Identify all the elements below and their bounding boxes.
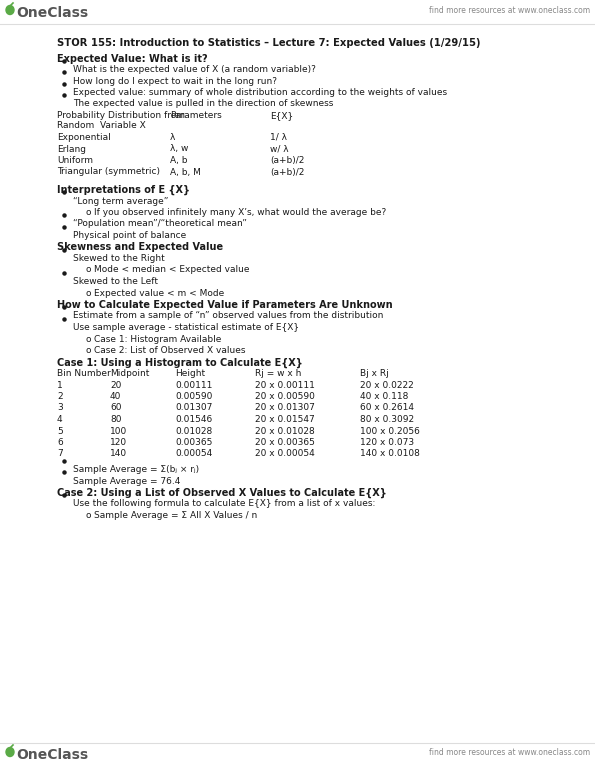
Text: Skewed to the Right: Skewed to the Right	[73, 254, 165, 263]
Text: 4: 4	[57, 415, 62, 424]
Text: 1: 1	[57, 380, 62, 390]
Text: Expected value < m < Mode: Expected value < m < Mode	[94, 289, 224, 297]
Text: 60 x 0.2614: 60 x 0.2614	[360, 403, 414, 413]
Text: 80 x 0.3092: 80 x 0.3092	[360, 415, 414, 424]
Text: λ: λ	[170, 133, 176, 142]
Text: Interpretations of E {X}: Interpretations of E {X}	[57, 185, 190, 196]
Text: What is the expected value of X (a random variable)?: What is the expected value of X (a rando…	[73, 65, 316, 74]
Text: find more resources at www.oneclass.com: find more resources at www.oneclass.com	[429, 748, 590, 757]
Text: Triangular (symmetric): Triangular (symmetric)	[57, 168, 160, 176]
Text: Mode < median < Expected value: Mode < median < Expected value	[94, 266, 249, 274]
Text: λ, w: λ, w	[170, 145, 189, 153]
Text: 0.01546: 0.01546	[175, 415, 212, 424]
Text: 20 x 0.00111: 20 x 0.00111	[255, 380, 315, 390]
Ellipse shape	[6, 748, 14, 756]
Text: 0.01307: 0.01307	[175, 403, 212, 413]
Text: 120: 120	[110, 438, 127, 447]
Text: 80: 80	[110, 415, 121, 424]
Ellipse shape	[6, 5, 14, 15]
Text: 120 x 0.073: 120 x 0.073	[360, 438, 414, 447]
Text: Midpoint: Midpoint	[110, 369, 149, 378]
Text: o: o	[85, 266, 90, 274]
Text: Physical point of balance: Physical point of balance	[73, 231, 186, 240]
Text: Bj x Rj: Bj x Rj	[360, 369, 389, 378]
Text: 20 x 0.01028: 20 x 0.01028	[255, 427, 315, 436]
Text: 20 x 0.00054: 20 x 0.00054	[255, 450, 315, 458]
Text: 0.00590: 0.00590	[175, 392, 212, 401]
Text: 0.00365: 0.00365	[175, 438, 212, 447]
Text: find more resources at www.oneclass.com: find more resources at www.oneclass.com	[429, 6, 590, 15]
Text: o: o	[85, 289, 90, 297]
Text: o: o	[85, 511, 90, 520]
Text: o: o	[85, 334, 90, 343]
Text: Parameters: Parameters	[170, 111, 222, 120]
Text: A, b, M: A, b, M	[170, 168, 201, 176]
Text: How long do I expect to wait in the long run?: How long do I expect to wait in the long…	[73, 76, 277, 85]
Text: “Population mean”/“theoretical mean”: “Population mean”/“theoretical mean”	[73, 219, 247, 229]
Text: Bin Number: Bin Number	[57, 369, 111, 378]
Text: Sample Average = 76.4: Sample Average = 76.4	[73, 477, 180, 486]
Text: Skewness and Expected Value: Skewness and Expected Value	[57, 243, 223, 253]
Text: 20 x 0.01307: 20 x 0.01307	[255, 403, 315, 413]
Text: 140 x 0.0108: 140 x 0.0108	[360, 450, 420, 458]
Text: Rj = w x h: Rj = w x h	[255, 369, 302, 378]
Text: Case 1: Using a Histogram to Calculate E{X}: Case 1: Using a Histogram to Calculate E…	[57, 357, 303, 368]
Text: 20 x 0.00590: 20 x 0.00590	[255, 392, 315, 401]
Text: 40 x 0.118: 40 x 0.118	[360, 392, 408, 401]
Text: Skewed to the Left: Skewed to the Left	[73, 277, 158, 286]
Text: E{X}: E{X}	[270, 111, 293, 120]
Text: Uniform: Uniform	[57, 156, 93, 165]
Text: 6: 6	[57, 438, 62, 447]
Text: Sample Average = Σ All X Values / n: Sample Average = Σ All X Values / n	[94, 511, 257, 520]
Text: Case 2: List of Observed X values: Case 2: List of Observed X values	[94, 346, 246, 355]
Text: 20: 20	[110, 380, 121, 390]
Text: Height: Height	[175, 369, 205, 378]
Text: 140: 140	[110, 450, 127, 458]
Text: How to Calculate Expected Value if Parameters Are Unknown: How to Calculate Expected Value if Param…	[57, 300, 393, 310]
Text: 0.00054: 0.00054	[175, 450, 212, 458]
Text: 100 x 0.2056: 100 x 0.2056	[360, 427, 420, 436]
Text: 20 x 0.00365: 20 x 0.00365	[255, 438, 315, 447]
Text: Expected value: summary of whole distribution according to the weights of values: Expected value: summary of whole distrib…	[73, 88, 447, 97]
Text: Erlang: Erlang	[57, 145, 86, 153]
Text: 3: 3	[57, 403, 62, 413]
Text: If you observed infinitely many X’s, what would the average be?: If you observed infinitely many X’s, wha…	[94, 208, 386, 217]
Text: STOR 155: Introduction to Statistics – Lecture 7: Expected Values (1/29/15): STOR 155: Introduction to Statistics – L…	[57, 38, 481, 48]
Text: 0.00111: 0.00111	[175, 380, 212, 390]
Text: Expected Value: What is it?: Expected Value: What is it?	[57, 53, 208, 63]
Text: Case 1: Histogram Available: Case 1: Histogram Available	[94, 334, 221, 343]
Text: A, b: A, b	[170, 156, 187, 165]
Text: (a+b)/2: (a+b)/2	[270, 168, 305, 176]
Text: 7: 7	[57, 450, 62, 458]
Text: (a+b)/2: (a+b)/2	[270, 156, 305, 165]
Text: Sample Average = Σ(bⱼ × rⱼ): Sample Average = Σ(bⱼ × rⱼ)	[73, 465, 199, 474]
Text: 5: 5	[57, 427, 62, 436]
Text: “Long term average”: “Long term average”	[73, 196, 168, 206]
Text: 100: 100	[110, 427, 127, 436]
Text: o: o	[85, 346, 90, 355]
Text: 60: 60	[110, 403, 121, 413]
Text: Use the following formula to calculate E{X} from a list of x values:: Use the following formula to calculate E…	[73, 500, 375, 508]
Text: 1/ λ: 1/ λ	[270, 133, 287, 142]
Text: Probability Distribution from: Probability Distribution from	[57, 111, 185, 120]
Text: 0.01028: 0.01028	[175, 427, 212, 436]
Text: 2: 2	[57, 392, 62, 401]
Text: Case 2: Using a List of Observed X Values to Calculate E{X}: Case 2: Using a List of Observed X Value…	[57, 488, 387, 498]
Text: 20 x 0.0222: 20 x 0.0222	[360, 380, 414, 390]
Text: The expected value is pulled in the direction of skewness: The expected value is pulled in the dire…	[73, 99, 333, 109]
Text: 20 x 0.01547: 20 x 0.01547	[255, 415, 315, 424]
Text: w/ λ: w/ λ	[270, 145, 289, 153]
Text: Exponential: Exponential	[57, 133, 111, 142]
Text: OneClass: OneClass	[16, 748, 88, 762]
Text: Random  Variable X: Random Variable X	[57, 122, 146, 130]
Text: 40: 40	[110, 392, 121, 401]
Text: Use sample average - statistical estimate of E{X}: Use sample average - statistical estimat…	[73, 323, 299, 332]
Text: OneClass: OneClass	[16, 6, 88, 20]
Text: Estimate from a sample of “n” observed values from the distribution: Estimate from a sample of “n” observed v…	[73, 312, 383, 320]
Text: o: o	[85, 208, 90, 217]
